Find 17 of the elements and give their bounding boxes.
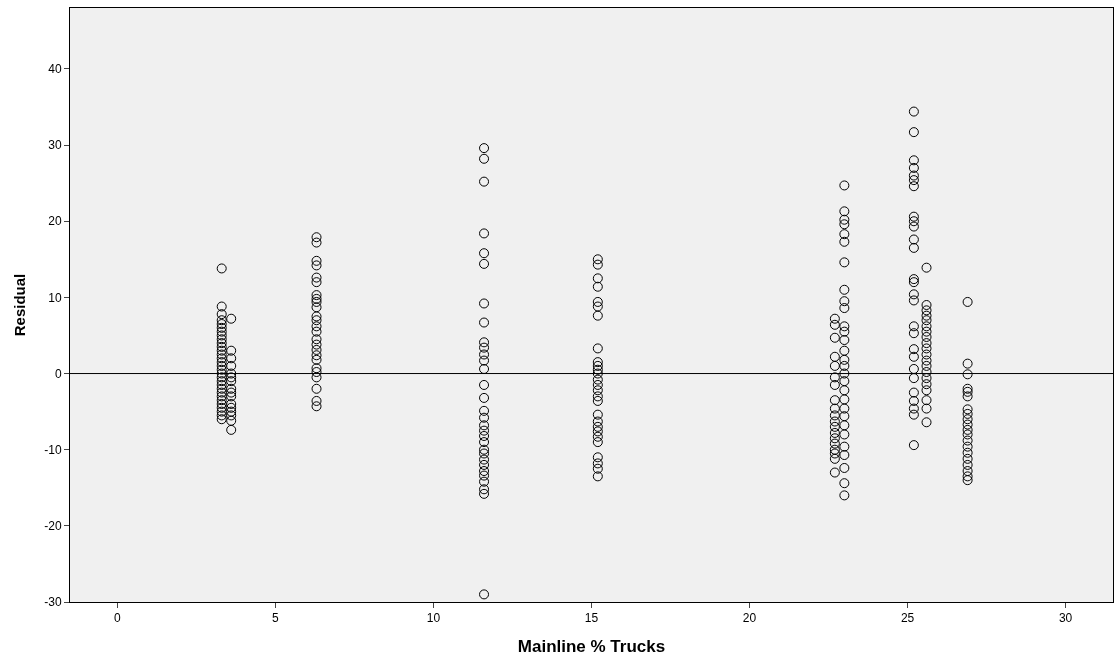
y-tick-label: -10	[44, 442, 62, 457]
x-axis-title: Mainline % Trucks	[517, 636, 666, 656]
y-tick-label: 0	[54, 366, 62, 381]
y-axis-title: Residual	[10, 273, 28, 337]
x-tick-label: 20	[742, 611, 757, 626]
y-tick-label: -20	[44, 519, 62, 534]
x-tick-label: 30	[1058, 611, 1073, 626]
y-tick-label: 10	[48, 290, 62, 305]
x-tick-label: 25	[900, 611, 915, 626]
x-tick-label: 5	[272, 611, 280, 626]
y-tick-label: 20	[48, 214, 62, 229]
x-tick-label: 0	[114, 611, 122, 626]
y-tick-label: -30	[44, 595, 62, 610]
x-tick-label: 10	[426, 611, 441, 626]
y-tick-label: 30	[48, 138, 62, 153]
y-tick-label: 40	[48, 62, 62, 77]
x-tick-label: 15	[584, 611, 599, 626]
